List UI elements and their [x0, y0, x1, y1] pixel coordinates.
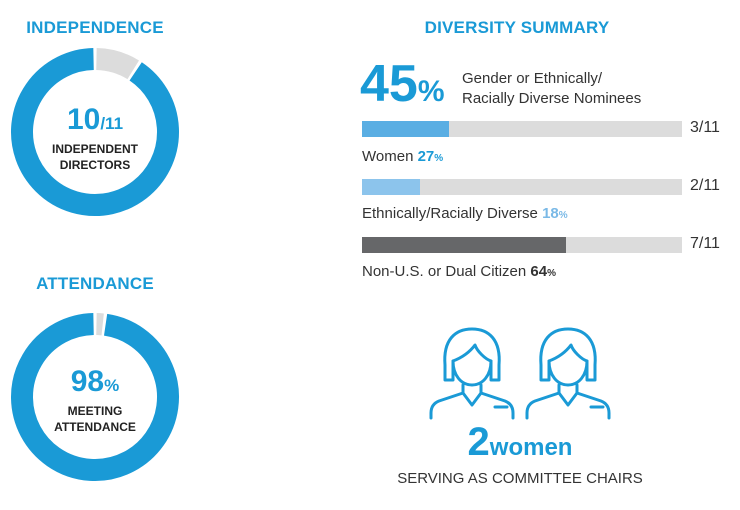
diversity-big-unit: %: [417, 75, 445, 108]
attendance-value: 98: [70, 365, 105, 398]
bar-label-ethnic-pct-sign: %: [558, 210, 568, 221]
diversity-desc-line2: Racially Diverse Nominees: [462, 90, 642, 107]
independence-line2: DIRECTORS: [59, 158, 131, 172]
bar-label-ethnic-pct: 18: [542, 205, 559, 222]
independence-label: 10/11 INDEPENDENT DIRECTORS: [10, 103, 180, 173]
independence-total: /11: [100, 114, 124, 133]
diversity-description: Gender or Ethnically/ Racially Diverse N…: [462, 69, 641, 109]
bar-fill-nonus: [362, 237, 566, 253]
independence-slice-0: [11, 48, 179, 216]
attendance-unit: %: [104, 376, 120, 395]
diversity-heading: DIVERSITY SUMMARY: [424, 18, 610, 37]
bar-track-nonus: [362, 237, 682, 253]
chairs-count-value: 2: [467, 420, 490, 464]
bar-fill-women: [362, 121, 450, 137]
independence-donut: [11, 48, 179, 216]
bar-label-women: Women 27%: [362, 148, 443, 165]
woman-icon-left: [429, 327, 515, 420]
bar-label-nonus-pct: 64: [530, 263, 548, 280]
independence-donut-segments: [11, 48, 179, 216]
diversity-big-value: 45: [360, 55, 418, 113]
bar-label-ethnic: Ethnically/Racially Diverse 18%: [362, 205, 568, 222]
bar-value-women: 3/11: [690, 119, 720, 136]
chairs-caption: SERVING AS COMMITTEE CHAIRS: [397, 470, 643, 487]
bar-value-nonus: 7/11: [690, 235, 720, 252]
women-chairs-icon: [429, 327, 611, 420]
diversity-big-stat: 45%: [360, 58, 445, 110]
independence-heading: INDEPENDENCE: [26, 18, 164, 37]
independence-value: 10: [66, 103, 101, 136]
chairs-count-unit: women: [489, 434, 573, 461]
attendance-label: 98% MEETING ATTENDANCE: [10, 365, 180, 435]
bar-label-ethnic-text: Ethnically/Racially Diverse: [362, 205, 538, 222]
chairs-count: 2women: [370, 420, 670, 465]
attendance-line2: ATTENDANCE: [54, 420, 136, 434]
bar-value-ethnic: 2/11: [690, 177, 720, 194]
woman-icon-right: [525, 327, 611, 420]
bar-label-nonus-text: Non-U.S. or Dual Citizen: [362, 263, 527, 280]
bar-fill-ethnic: [362, 179, 421, 195]
bar-label-women-text: Women: [362, 148, 414, 165]
bar-label-women-pct-sign: %: [434, 153, 444, 164]
independence-line1: INDEPENDENT: [51, 142, 138, 156]
diversity-desc-line1: Gender or Ethnically/: [462, 70, 603, 87]
attendance-heading: ATTENDANCE: [36, 274, 154, 293]
bar-label-nonus-pct-sign: %: [547, 268, 556, 279]
bar-label-women-pct: 27: [417, 148, 435, 165]
attendance-donut: [11, 313, 179, 481]
bar-track-women: [362, 121, 682, 137]
attendance-donut-segments: [11, 313, 179, 481]
independence-slice-1: [95, 48, 139, 80]
attendance-slice-0: [11, 313, 179, 481]
attendance-line1: MEETING: [67, 404, 123, 418]
bar-label-nonus: Non-U.S. or Dual Citizen 64%: [362, 263, 556, 280]
bar-track-ethnic: [362, 179, 682, 195]
